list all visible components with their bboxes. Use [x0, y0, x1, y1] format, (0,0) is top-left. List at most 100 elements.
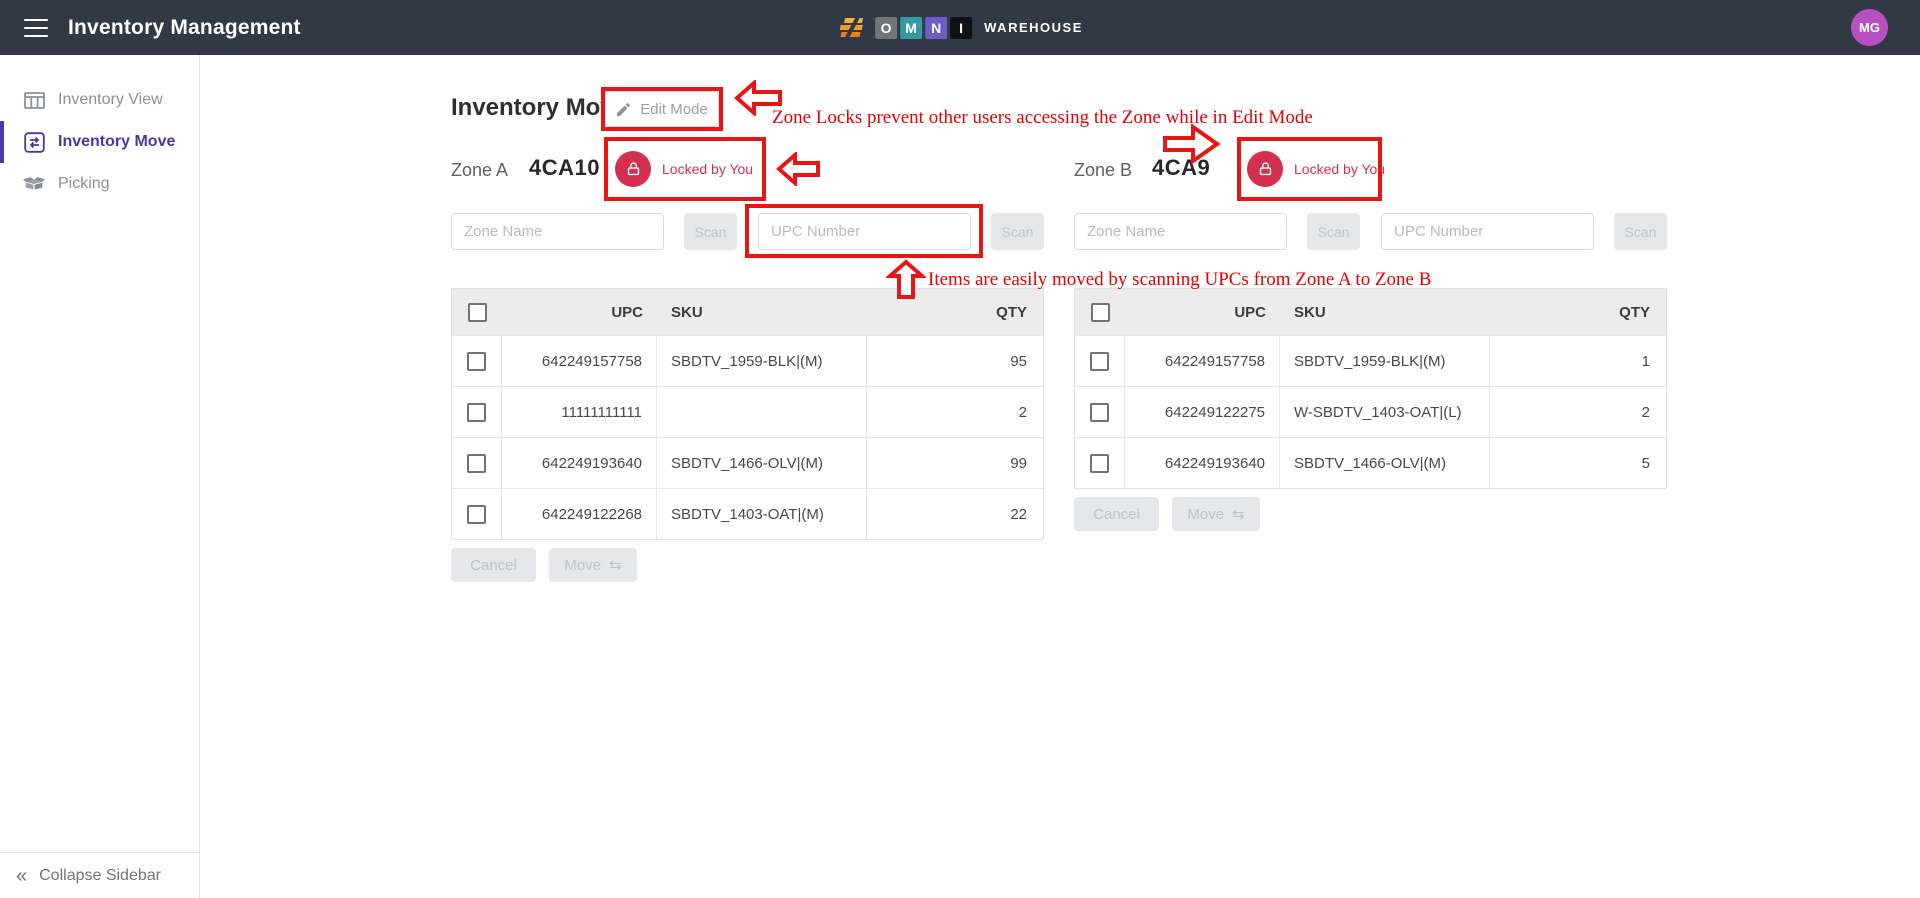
sidebar-item-label: Picking	[58, 175, 110, 192]
topbar: Inventory Management O M N I WAREHOUSE M…	[0, 0, 1920, 55]
table-row: 11111111111 2	[452, 386, 1043, 437]
table-header-row: UPC SKU QTY	[1075, 289, 1666, 335]
user-avatar[interactable]: MG	[1851, 9, 1888, 46]
sidebar-item-inventory-view[interactable]: Inventory View	[0, 79, 199, 121]
annotation-note-scan: Items are easily moved by scanning UPCs …	[928, 269, 1432, 290]
zone-a-cancel-button[interactable]: Cancel	[451, 548, 536, 582]
zone-a-upc-input[interactable]	[758, 213, 971, 250]
brand-logo: O M N I WAREHOUSE	[837, 16, 1083, 39]
zone-b-inventory-table: UPC SKU QTY 642249157758 SBDTV_1959-BLK|…	[1074, 288, 1667, 489]
logo-letter-tile: I	[950, 16, 973, 39]
zone-a-scan-upc-button[interactable]: Scan	[991, 213, 1044, 250]
zone-b-upc-input[interactable]	[1381, 213, 1594, 250]
sidebar: Inventory View Inventory Move	[0, 55, 200, 898]
table-row: 642249157758 SBDTV_1959-BLK|(M) 95	[452, 335, 1043, 386]
cell-qty: 99	[1010, 454, 1027, 472]
cell-qty: 2	[1641, 403, 1650, 421]
edit-mode-label: Edit Mode	[640, 100, 708, 118]
sidebar-item-inventory-move[interactable]: Inventory Move	[0, 121, 199, 163]
cell-upc: 642249122268	[502, 489, 657, 539]
cell-sku: W-SBDTV_1403-OAT|(L)	[1280, 387, 1490, 437]
logo-suffix: WAREHOUSE	[984, 20, 1083, 35]
zone-b-label: Zone B	[1074, 160, 1133, 180]
row-checkbox[interactable]	[467, 402, 486, 422]
menu-icon[interactable]	[24, 18, 48, 37]
cell-qty: 22	[1010, 505, 1027, 523]
pencil-icon	[616, 102, 631, 117]
zone-a-label: Zone A	[451, 160, 509, 180]
row-checkbox[interactable]	[1090, 453, 1109, 473]
sidebar-item-label: Inventory Move	[58, 133, 176, 150]
lock-icon	[615, 151, 651, 187]
zone-b-scan-upc-button[interactable]: Scan	[1614, 213, 1667, 250]
logo-letter-tile: M	[900, 16, 923, 39]
logo-mark-icon	[837, 16, 867, 39]
arrow-left-icon	[776, 152, 820, 186]
columns-icon	[22, 91, 46, 109]
lock-badge-label: Locked by You	[662, 161, 754, 177]
collapse-sidebar-label: Collapse Sidebar	[39, 866, 161, 884]
logo-letter-tile: N	[925, 16, 948, 39]
zone-a-move-button[interactable]: Move ⇆	[549, 548, 637, 582]
column-header-sku: SKU	[671, 303, 703, 321]
zone-a-scan-zone-button[interactable]: Scan	[684, 213, 737, 250]
zone-a-inventory-table: UPC SKU QTY 642249157758 SBDTV_1959-BLK|…	[451, 288, 1044, 540]
zone-b-name-input[interactable]	[1074, 213, 1287, 250]
table-row: 642249122275 W-SBDTV_1403-OAT|(L) 2	[1075, 386, 1666, 437]
row-checkbox[interactable]	[467, 453, 486, 473]
cell-qty: 5	[1641, 454, 1650, 472]
column-header-upc: UPC	[611, 303, 643, 321]
cell-upc: 642249122275	[1125, 387, 1280, 437]
cell-sku: SBDTV_1466-OLV|(M)	[1280, 438, 1490, 488]
swap-arrows-icon: ⇆	[609, 557, 622, 574]
select-all-checkbox[interactable]	[1090, 302, 1110, 322]
column-header-upc: UPC	[1234, 303, 1266, 321]
zone-b-scan-zone-button[interactable]: Scan	[1307, 213, 1360, 250]
table-row: 642249193640 SBDTV_1466-OLV|(M) 5	[1075, 437, 1666, 488]
lock-icon	[1247, 151, 1283, 187]
cell-qty: 1	[1641, 352, 1650, 370]
double-chevron-left-icon: «	[16, 864, 28, 887]
table-row: 642249157758 SBDTV_1959-BLK|(M) 1	[1075, 335, 1666, 386]
cell-upc: 11111111111	[502, 387, 657, 437]
table-row: 642249193640 SBDTV_1466-OLV|(M) 99	[452, 437, 1043, 488]
cell-upc: 642249157758	[1125, 336, 1280, 386]
row-checkbox[interactable]	[1090, 402, 1109, 422]
zone-a-move-label: Move	[564, 556, 602, 574]
logo-letter-tile: O	[875, 16, 898, 39]
open-box-icon	[22, 174, 46, 194]
cell-upc: 642249193640	[1125, 438, 1280, 488]
zone-b-move-button[interactable]: Move ⇆	[1172, 497, 1260, 531]
cell-qty: 2	[1018, 403, 1027, 421]
row-checkbox[interactable]	[467, 351, 486, 371]
cell-upc: 642249157758	[502, 336, 657, 386]
cell-sku: SBDTV_1466-OLV|(M)	[657, 438, 867, 488]
zone-a-code: 4CA10	[529, 155, 600, 180]
cell-sku: SBDTV_1403-OAT|(M)	[657, 489, 867, 539]
zone-b-lock-badge: Locked by You	[1247, 151, 1385, 187]
zone-b-code: 4CA9	[1152, 155, 1211, 180]
zone-b-cancel-button[interactable]: Cancel	[1074, 497, 1159, 531]
row-checkbox[interactable]	[467, 504, 486, 524]
zone-a-name-input[interactable]	[451, 213, 664, 250]
sidebar-item-picking[interactable]: Picking	[0, 163, 199, 205]
sidebar-item-label: Inventory View	[58, 91, 163, 108]
zone-a-lock-badge: Locked by You	[615, 151, 753, 187]
select-all-checkbox[interactable]	[467, 302, 487, 322]
column-header-sku: SKU	[1294, 303, 1326, 321]
app-title: Inventory Management	[68, 15, 301, 39]
swap-arrows-icon: ⇆	[1232, 506, 1245, 523]
table-row: 642249122268 SBDTV_1403-OAT|(M) 22	[452, 488, 1043, 539]
zone-b-move-label: Move	[1187, 505, 1225, 523]
cell-upc: 642249193640	[502, 438, 657, 488]
logo-letter-tiles: O M N I	[875, 16, 973, 39]
page-title: Inventory Move	[451, 94, 628, 121]
collapse-sidebar-button[interactable]: « Collapse Sidebar	[0, 852, 199, 898]
cell-qty: 95	[1010, 352, 1027, 370]
move-box-icon	[22, 131, 46, 153]
column-header-qty: QTY	[1619, 303, 1650, 321]
edit-mode-button[interactable]: Edit Mode	[605, 91, 719, 127]
row-checkbox[interactable]	[1090, 351, 1109, 371]
table-header-row: UPC SKU QTY	[452, 289, 1043, 335]
cell-sku: SBDTV_1959-BLK|(M)	[657, 336, 867, 386]
